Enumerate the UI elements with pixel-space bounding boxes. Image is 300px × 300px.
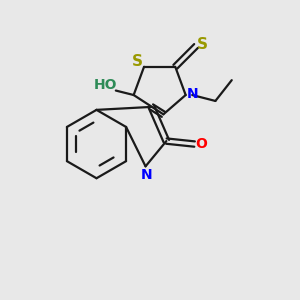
Text: O: O xyxy=(195,137,207,151)
Text: HO: HO xyxy=(94,78,117,92)
Text: N: N xyxy=(141,168,153,182)
Text: N: N xyxy=(186,86,198,100)
Text: S: S xyxy=(197,37,208,52)
Text: S: S xyxy=(132,54,143,69)
